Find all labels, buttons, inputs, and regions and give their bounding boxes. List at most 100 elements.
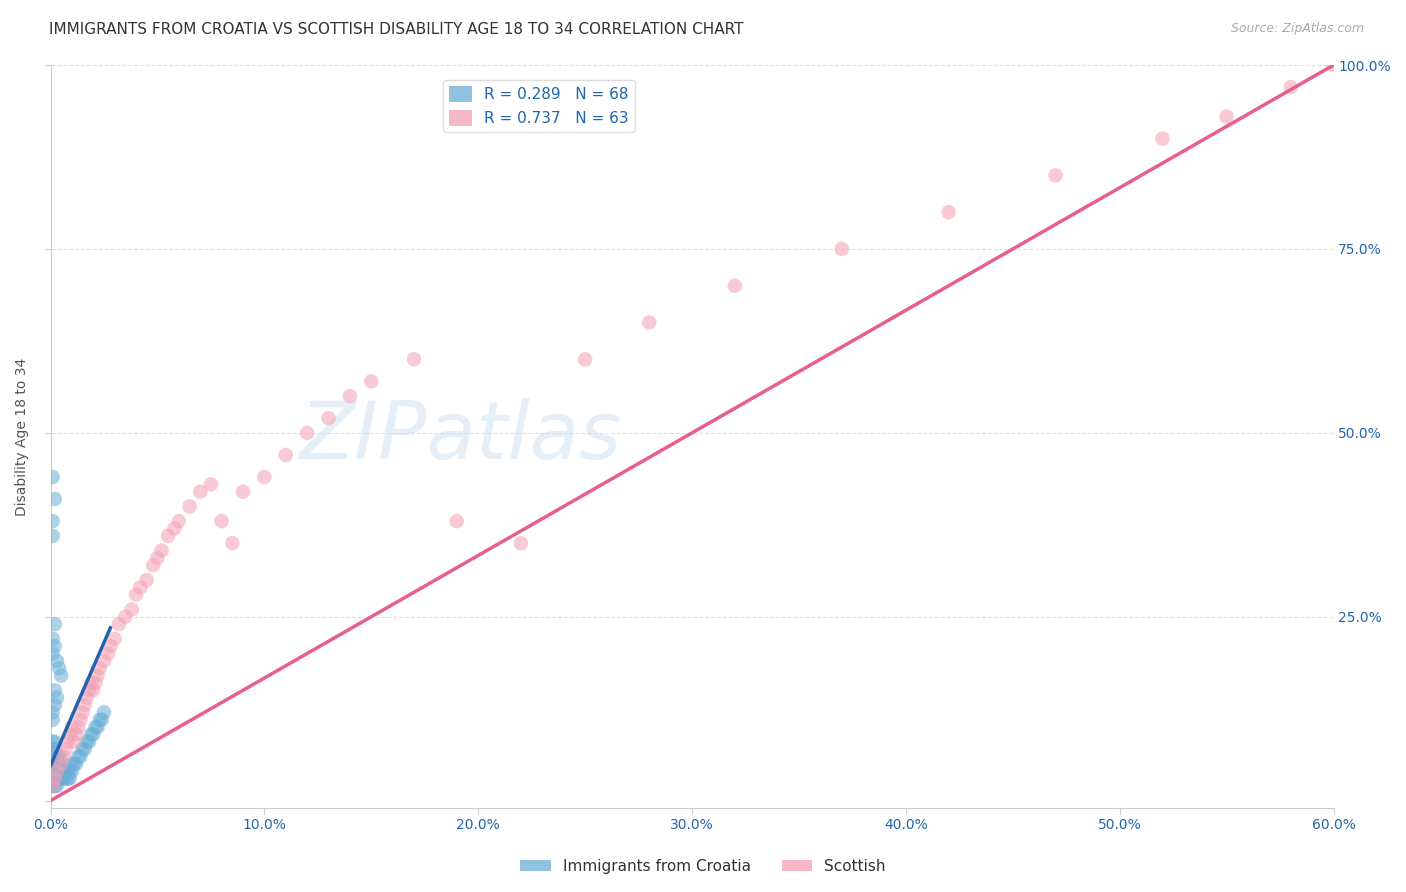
Point	[150, 543, 173, 558]
Point	[76, 690, 98, 705]
Point	[41, 779, 63, 793]
Point	[41, 706, 63, 720]
Point	[157, 529, 180, 543]
Text: ZIPatlas: ZIPatlas	[299, 398, 621, 475]
Point	[41, 779, 63, 793]
Point	[60, 720, 83, 734]
Point	[84, 720, 107, 734]
Point	[41, 779, 63, 793]
Point	[142, 558, 165, 573]
Point	[44, 749, 66, 764]
Point	[82, 727, 104, 741]
Point	[510, 536, 533, 550]
Point	[339, 389, 361, 403]
Point	[179, 500, 201, 514]
Point	[89, 713, 111, 727]
Point	[65, 727, 87, 741]
Point	[41, 742, 63, 756]
Point	[51, 756, 73, 771]
Point	[52, 772, 75, 786]
Point	[167, 514, 190, 528]
Legend: R = 0.289   N = 68, R = 0.737   N = 63: R = 0.289 N = 68, R = 0.737 N = 63	[443, 80, 636, 132]
Point	[89, 661, 111, 675]
Point	[44, 772, 66, 786]
Point	[82, 683, 104, 698]
Point	[69, 749, 91, 764]
Point	[1322, 58, 1344, 72]
Point	[108, 617, 131, 632]
Point	[41, 514, 63, 528]
Point	[295, 425, 318, 440]
Point	[51, 756, 73, 771]
Point	[146, 550, 169, 565]
Point	[67, 749, 90, 764]
Point	[60, 764, 83, 779]
Point	[41, 772, 63, 786]
Y-axis label: Disability Age 18 to 34: Disability Age 18 to 34	[15, 358, 30, 516]
Point	[45, 764, 67, 779]
Point	[48, 749, 70, 764]
Point	[44, 735, 66, 749]
Point	[44, 764, 66, 779]
Text: IMMIGRANTS FROM CROATIA VS SCOTTISH DISABILITY AGE 18 TO 34 CORRELATION CHART: IMMIGRANTS FROM CROATIA VS SCOTTISH DISA…	[49, 22, 744, 37]
Point	[56, 764, 79, 779]
Point	[41, 749, 63, 764]
Point	[41, 713, 63, 727]
Point	[69, 713, 91, 727]
Point	[45, 764, 67, 779]
Point	[55, 742, 77, 756]
Point	[45, 654, 67, 668]
Point	[44, 772, 66, 786]
Point	[360, 375, 382, 389]
Point	[48, 764, 70, 779]
Point	[45, 756, 67, 771]
Point	[104, 632, 127, 646]
Point	[73, 742, 96, 756]
Point	[76, 735, 98, 749]
Point	[72, 742, 94, 756]
Point	[41, 764, 63, 779]
Legend: Immigrants from Croatia, Scottish: Immigrants from Croatia, Scottish	[515, 853, 891, 880]
Point	[86, 668, 108, 682]
Point	[93, 706, 115, 720]
Point	[52, 749, 75, 764]
Point	[41, 632, 63, 646]
Point	[48, 661, 70, 675]
Point	[446, 514, 468, 528]
Point	[1279, 80, 1302, 95]
Point	[125, 588, 148, 602]
Point	[44, 617, 66, 632]
Point	[45, 779, 67, 793]
Point	[60, 756, 83, 771]
Point	[41, 735, 63, 749]
Point	[51, 668, 73, 682]
Point	[86, 720, 108, 734]
Point	[41, 470, 63, 484]
Point	[200, 477, 222, 491]
Point	[638, 316, 661, 330]
Point	[84, 676, 107, 690]
Point	[45, 690, 67, 705]
Point	[100, 639, 122, 653]
Point	[77, 683, 100, 698]
Point	[80, 727, 103, 741]
Point	[318, 411, 340, 425]
Point	[402, 352, 425, 367]
Point	[188, 484, 211, 499]
Point	[44, 639, 66, 653]
Point	[44, 742, 66, 756]
Point	[114, 609, 136, 624]
Point	[63, 735, 86, 749]
Point	[45, 749, 67, 764]
Point	[93, 654, 115, 668]
Point	[44, 491, 66, 506]
Point	[51, 764, 73, 779]
Text: Source: ZipAtlas.com: Source: ZipAtlas.com	[1230, 22, 1364, 36]
Point	[274, 448, 297, 462]
Point	[44, 756, 66, 771]
Point	[232, 484, 254, 499]
Point	[63, 756, 86, 771]
Point	[52, 764, 75, 779]
Point	[51, 772, 73, 786]
Point	[97, 647, 120, 661]
